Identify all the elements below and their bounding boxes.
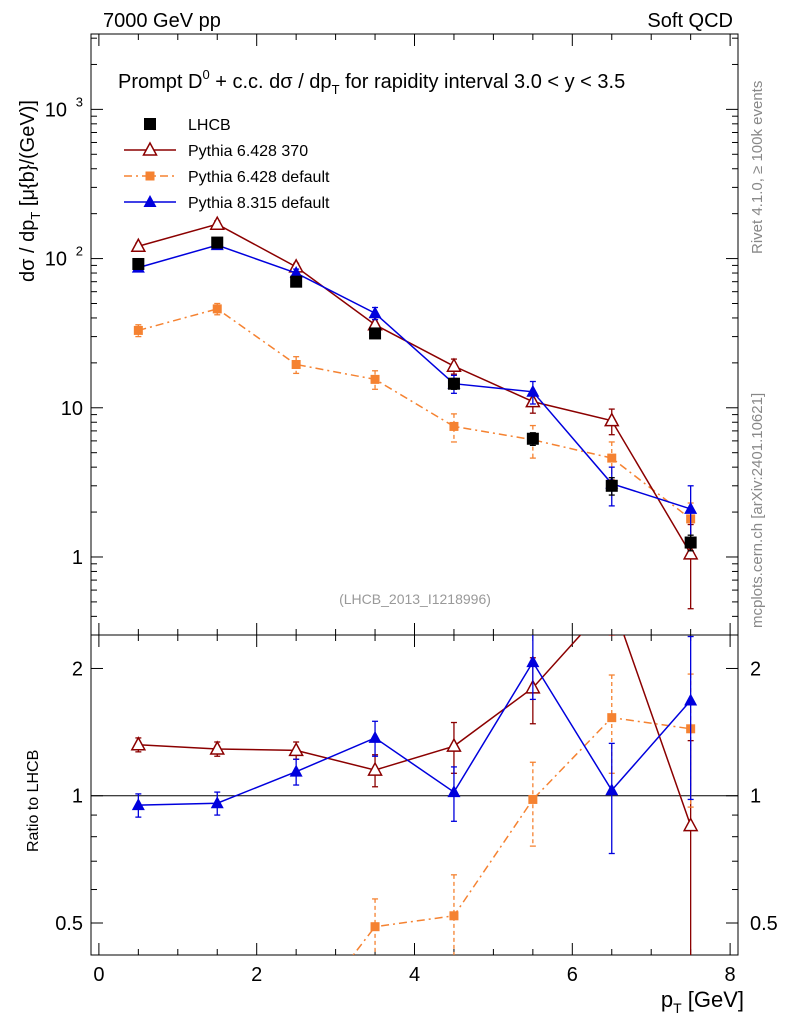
- ratio-pythia-6-428-370-point: [209, 740, 226, 755]
- main-lhcb-point: [447, 377, 460, 390]
- main-lhcb-point: [605, 479, 618, 492]
- main-pythia-6-428-370-point: [682, 545, 699, 560]
- ratio-pythia-6-428-default-point: [528, 794, 538, 804]
- legend-pythia-6-428-370-label: Pythia 6.428 370: [188, 143, 308, 160]
- main-pythia-8-315-default-line: [138, 244, 691, 510]
- main-pythia-6-428-370-point: [130, 237, 147, 252]
- main-pythia-6-428-370-point: [446, 357, 462, 372]
- plot-title: Prompt D0 + c.c. dσ / dpT for rapidity i…: [118, 67, 625, 97]
- ratio-y-tick-label-right: 1: [750, 786, 761, 808]
- mcplots-label: mcplots.cern.ch [arXiv:2401.10621]: [749, 393, 766, 628]
- main-pythia-8-315-default-point: [526, 384, 540, 397]
- x-axis-label: pT [GeV]: [661, 987, 744, 1016]
- ratio-pythia-8-315-default-line: [138, 660, 692, 806]
- main-y-tick-label: 1: [72, 547, 83, 569]
- ratio-pythia-6-428-370-point: [446, 737, 462, 752]
- main-pythia-8-315-default-point: [684, 501, 698, 514]
- ratio-pythia-8-315-default-point: [526, 655, 540, 668]
- ratio-pythia-6-428-default-point: [607, 713, 617, 723]
- ratio-pythia-6-428-370-point: [682, 816, 699, 832]
- main-pythia-8-315-default-point: [368, 306, 382, 319]
- ratio-plot-marks: [130, 593, 699, 988]
- rivet-label: Rivet 4.1.0, ≥ 100k events: [749, 81, 766, 254]
- main-pythia-8-315-default-point: [289, 266, 303, 279]
- main-lhcb-point: [684, 536, 697, 549]
- main-pythia-6-428-default-point: [370, 374, 380, 384]
- ratio-pythia-6-428-default-point: [370, 922, 380, 932]
- ratio-pythia-6-428-370-point: [605, 593, 618, 605]
- ratio-axis-ticks: 0.5 0.5 1 1 2 2 0 2 4 6 8: [55, 635, 778, 986]
- ratio-pythia-6-428-370-point: [367, 761, 383, 776]
- ratio-y-tick-label: 0.5: [55, 913, 83, 935]
- ratio-pythia-6-428-370-line: [138, 635, 692, 826]
- legend-pythia-8-315-default-marker: [143, 195, 157, 207]
- legend-pythia-6-428-default-marker: [145, 171, 155, 181]
- ratio-y-tick-label-right: 2: [750, 658, 761, 680]
- ratio-pythia-6-428-default-point: [134, 979, 143, 988]
- main-pythia-6-428-370-line: [138, 223, 692, 555]
- main-lhcb-point: [211, 236, 224, 249]
- main-lhcb-point: [526, 432, 539, 445]
- main-lhcb-point: [369, 327, 382, 340]
- legend-lhcb-label: LHCB: [188, 117, 231, 134]
- main-pythia-6-428-default-point: [607, 453, 617, 463]
- ratio-pythia-8-315-default-point: [210, 796, 224, 809]
- main-pythia-6-428-default-line: [138, 308, 692, 520]
- main-pythia-6-428-default-point: [291, 360, 301, 370]
- main-y-tick-label: 10: [45, 99, 67, 121]
- ratio-pythia-6-428-default-point: [213, 979, 222, 988]
- main-lhcb-point: [290, 275, 303, 288]
- main-pythia-6-428-default-point: [449, 421, 459, 431]
- main-y-tick-label-exponent: 3: [76, 94, 83, 109]
- x-tick-label: 8: [725, 964, 736, 986]
- ratio-y-tick-label: 1: [72, 786, 83, 808]
- ratio-pythia-8-315-default-point: [447, 785, 461, 798]
- main-y-axis-label: dσ / dpT [μ{b}/(GeV)]: [17, 100, 43, 282]
- ratio-pythia-6-428-370-point: [130, 736, 147, 751]
- analysis-watermark: (LHCB_2013_I1218996): [339, 591, 491, 607]
- main-pythia-6-428-370-point: [603, 412, 620, 427]
- ratio-pythia-6-428-default-line: [352, 716, 691, 955]
- ratio-y-axis-label: Ratio to LHCB: [25, 750, 42, 852]
- ratio-y-tick-label-right: 0.5: [750, 913, 778, 935]
- legend-pythia-8-315-default-label: Pythia 8.315 default: [188, 195, 330, 212]
- ratio-y-tick-label: 2: [72, 658, 83, 680]
- main-pythia-6-428-default-point: [212, 304, 222, 314]
- ratio-pythia-8-315-default-point: [605, 783, 619, 796]
- ratio-pythia-8-315-default-point: [684, 693, 698, 706]
- ratio-pythia-8-315-default-point: [289, 764, 303, 777]
- main-y-tick-label-exponent: 2: [76, 244, 83, 259]
- x-tick-label: 0: [93, 964, 104, 986]
- legend-pythia-6-428-370-marker: [142, 141, 158, 156]
- legend: LHCB Pythia 6.428 370 Pythia 6.428 default…: [124, 117, 330, 212]
- ratio-pythia-6-428-370-point: [288, 741, 304, 757]
- main-pythia-6-428-default-point: [133, 325, 143, 335]
- header-right: Soft QCD: [647, 10, 733, 32]
- ratio-pythia-8-315-default-point: [131, 798, 145, 811]
- x-tick-label: 2: [251, 964, 262, 986]
- main-lhcb-point: [132, 257, 145, 270]
- header-left: 7000 GeV pp: [103, 10, 221, 32]
- x-tick-label: 6: [567, 964, 578, 986]
- ratio-pythia-6-428-default-point: [449, 911, 459, 921]
- main-pythia-6-428-370-point: [209, 215, 226, 230]
- main-plot-marks: [130, 215, 699, 610]
- main-axis-ticks: 1 10 10 2 10 3: [45, 34, 738, 636]
- x-tick-label: 4: [409, 964, 420, 986]
- legend-pythia-6-428-default-label: Pythia 6.428 default: [188, 169, 330, 186]
- ratio-pythia-8-315-default-point: [368, 730, 382, 743]
- main-y-tick-label: 10: [45, 249, 67, 271]
- legend-lhcb-marker: [144, 118, 156, 130]
- main-y-tick-label: 10: [61, 398, 83, 420]
